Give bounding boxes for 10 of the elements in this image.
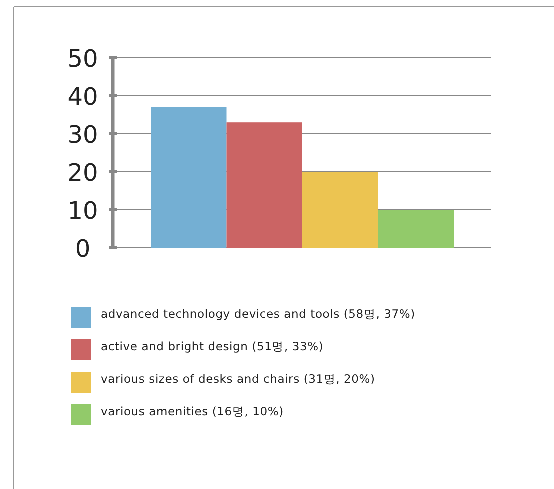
y-tick-label: 10 (68, 197, 98, 225)
legend-label: various amenities (16명, 10%) (101, 404, 284, 418)
y-tick-label: 50 (68, 45, 98, 73)
legend-label: active and bright design (51명, 33%) (101, 340, 324, 354)
y-tick-label: 0 (75, 235, 91, 263)
legend-label: various sizes of desks and chairs (31명, 20%) (101, 372, 376, 386)
y-tick-label: 20 (68, 159, 98, 187)
y-tick-label: 40 (68, 83, 98, 111)
y-tick-label: 30 (68, 121, 98, 149)
legend-label: advanced technology devices and tools (58명, 37%) (101, 307, 416, 321)
